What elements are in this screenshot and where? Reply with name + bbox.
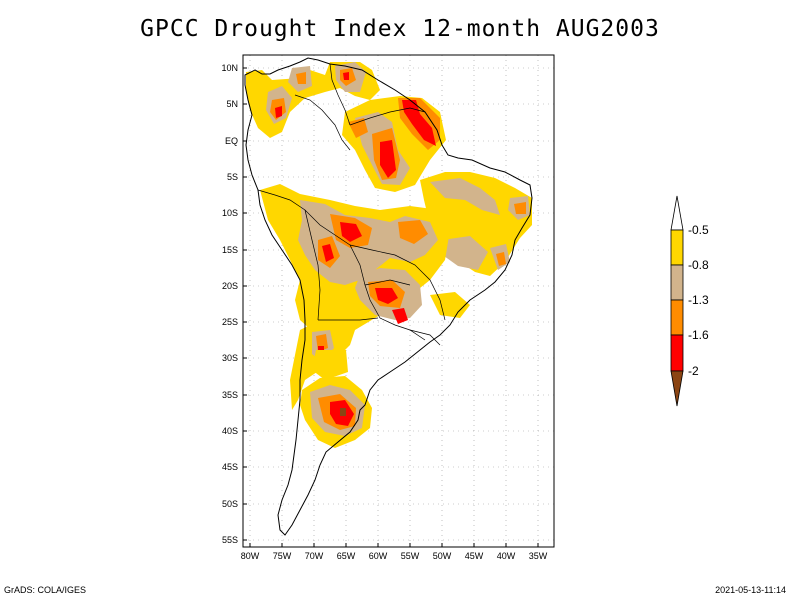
lat-tick-marks xyxy=(243,67,247,541)
lon-tick: 75W xyxy=(273,551,292,561)
lon-tick: 50W xyxy=(433,551,452,561)
lat-tick: 30S xyxy=(222,353,238,363)
shade-region xyxy=(430,178,500,215)
lon-tick: 80W xyxy=(241,551,260,561)
shade-region xyxy=(296,72,306,84)
lat-tick: 10S xyxy=(222,208,238,218)
legend-bottom-arrow xyxy=(670,370,684,407)
lat-tick: 40S xyxy=(222,426,238,436)
lat-tick: 45S xyxy=(222,462,238,472)
shade-region xyxy=(496,252,506,266)
legend-swatch xyxy=(670,334,684,372)
lon-tick: 35W xyxy=(529,551,548,561)
legend-label: -0.8 xyxy=(688,258,709,272)
shade-region xyxy=(340,408,346,416)
lat-tick: 25S xyxy=(222,317,238,327)
shade-region xyxy=(375,288,398,304)
lon-tick: 60W xyxy=(369,551,388,561)
lon-tick: 45W xyxy=(465,551,484,561)
lat-tick-labels: 10N 5N EQ 5S 10S 15S 20S 25S 30S 35S 40S… xyxy=(221,63,238,545)
shade-region xyxy=(392,308,408,324)
lat-tick: 5S xyxy=(227,172,238,182)
shade-region xyxy=(402,100,436,146)
lat-tick: 55S xyxy=(222,535,238,545)
footer-credit: GrADS: COLA/IGES xyxy=(4,585,87,595)
color-legend: -0.5 -0.8 -1.3 -1.6 -2 xyxy=(670,195,709,407)
lat-tick: 50S xyxy=(222,499,238,509)
shade-region xyxy=(275,106,282,118)
continent-outline xyxy=(244,57,533,536)
shade-region xyxy=(340,222,362,242)
shade-region xyxy=(312,350,348,380)
legend-label: -1.3 xyxy=(688,293,709,307)
lat-tick: 15S xyxy=(222,245,238,255)
map-title: GPCC Drought Index 12-month AUG2003 xyxy=(140,16,660,42)
legend-swatch xyxy=(670,264,684,301)
lon-tick: 55W xyxy=(401,551,420,561)
lon-tick-marks xyxy=(249,543,539,547)
lat-tick: 10N xyxy=(221,63,238,73)
shade-region xyxy=(398,220,428,244)
legend-label: -1.6 xyxy=(688,328,709,342)
country-borders xyxy=(257,63,446,346)
shade-region xyxy=(380,140,396,178)
legend-swatch xyxy=(670,229,684,266)
legend-label: -0.5 xyxy=(688,223,709,237)
lon-tick: 70W xyxy=(305,551,324,561)
lat-tick: 35S xyxy=(222,390,238,400)
legend-label: -2 xyxy=(688,364,699,378)
coastline xyxy=(244,57,533,536)
lat-tick: 20S xyxy=(222,281,238,291)
lon-tick: 40W xyxy=(497,551,516,561)
legend-top-arrow xyxy=(670,195,684,231)
shade-region xyxy=(343,72,349,80)
map-frame xyxy=(242,54,555,548)
lat-tick: 5N xyxy=(226,99,238,109)
shade-region xyxy=(442,236,488,270)
lat-tick: EQ xyxy=(225,136,238,146)
shade-region xyxy=(322,244,334,262)
shade-region xyxy=(430,292,470,318)
legend-swatch xyxy=(670,299,684,336)
lon-tick-labels: 80W 75W 70W 65W 60W 55W 50W 45W 40W 35W xyxy=(241,551,548,561)
footer-timestamp: 2021-05-13-11:14 xyxy=(715,585,786,595)
lon-tick: 65W xyxy=(337,551,356,561)
drought-shading xyxy=(246,62,532,448)
shade-region xyxy=(514,202,526,214)
shade-region xyxy=(348,118,368,138)
